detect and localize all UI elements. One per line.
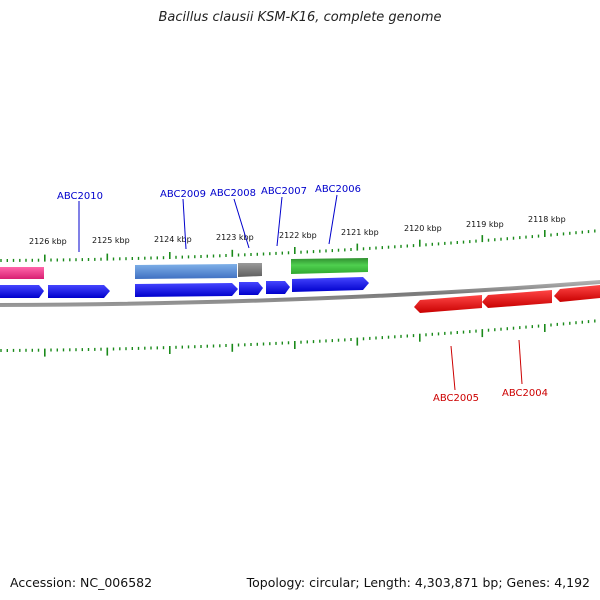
gene-arrow-blue-abc2010[interactable]: [48, 285, 110, 298]
leader-abc2009: [182, 198, 187, 250]
gray-feature[interactable]: [238, 263, 262, 277]
ruler-label-2126: 2126 kbp: [29, 237, 67, 246]
gene-arrow-blue-abc2006[interactable]: [292, 277, 369, 292]
gene-arrow-blue-abc2007[interactable]: [266, 281, 290, 294]
ruler-label-2123: 2123 kbp: [216, 233, 254, 242]
accession-text: Accession: NC_006582: [10, 575, 153, 590]
forward-genes: [0, 277, 369, 298]
gene-label-abc2004[interactable]: ABC2004: [502, 388, 548, 399]
gene-label-abc2008[interactable]: ABC2008: [210, 188, 256, 199]
gene-label-abc2009[interactable]: ABC2009: [160, 189, 206, 200]
upper-tick-ruler: [0, 229, 596, 262]
ruler-label-2124: 2124 kbp: [154, 235, 192, 244]
ruler-label-2119: 2119 kbp: [466, 220, 504, 229]
gene-label-abc2005[interactable]: ABC2005: [433, 393, 479, 404]
gene-arrow-blue-1[interactable]: [0, 285, 44, 298]
leader-abc2005: [450, 345, 456, 391]
gene-arrow-red-3[interactable]: [554, 285, 600, 302]
gene-label-abc2007[interactable]: ABC2007: [261, 186, 307, 197]
ruler-label-2118: 2118 kbp: [528, 215, 566, 224]
ruler-label-2122: 2122 kbp: [279, 231, 317, 240]
feature-track: [0, 258, 368, 279]
gene-arrow-red-abc2004[interactable]: [482, 290, 552, 308]
ruler-label-2120: 2120 kbp: [404, 224, 442, 233]
leader-abc2007: [276, 196, 283, 247]
green-feature[interactable]: [291, 258, 368, 274]
ruler-label-2125: 2125 kbp: [92, 236, 130, 245]
reverse-genes: [414, 285, 600, 313]
map-title: Bacillus clausii KSM-K16, complete genom…: [158, 10, 442, 25]
ruler-label-2121: 2121 kbp: [341, 228, 379, 237]
gene-label-abc2010[interactable]: ABC2010: [57, 191, 103, 202]
genome-summary-text: Topology: circular; Length: 4,303,871 bp…: [246, 575, 590, 590]
gene-arrow-blue-abc2009[interactable]: [135, 283, 238, 297]
gene-arrow-blue-abc2008[interactable]: [239, 282, 263, 295]
gene-arrow-red-abc2005[interactable]: [414, 295, 482, 313]
lower-tick-ruler: [0, 319, 596, 357]
genome-backbone: [0, 280, 600, 307]
leader-abc2006: [328, 194, 338, 245]
pink-feature[interactable]: [0, 267, 44, 279]
gene-labels: ABC2010 ABC2009 ABC2008 ABC2007 ABC2006 …: [57, 184, 548, 404]
lightblue-feature[interactable]: [135, 264, 237, 279]
leader-abc2004: [518, 339, 523, 385]
gene-label-abc2006[interactable]: ABC2006: [315, 184, 361, 195]
leader-abc2008: [233, 198, 250, 249]
label-leaders: [78, 194, 523, 391]
ruler-labels: 2126 kbp 2125 kbp 2124 kbp 2123 kbp 2122…: [29, 215, 566, 246]
